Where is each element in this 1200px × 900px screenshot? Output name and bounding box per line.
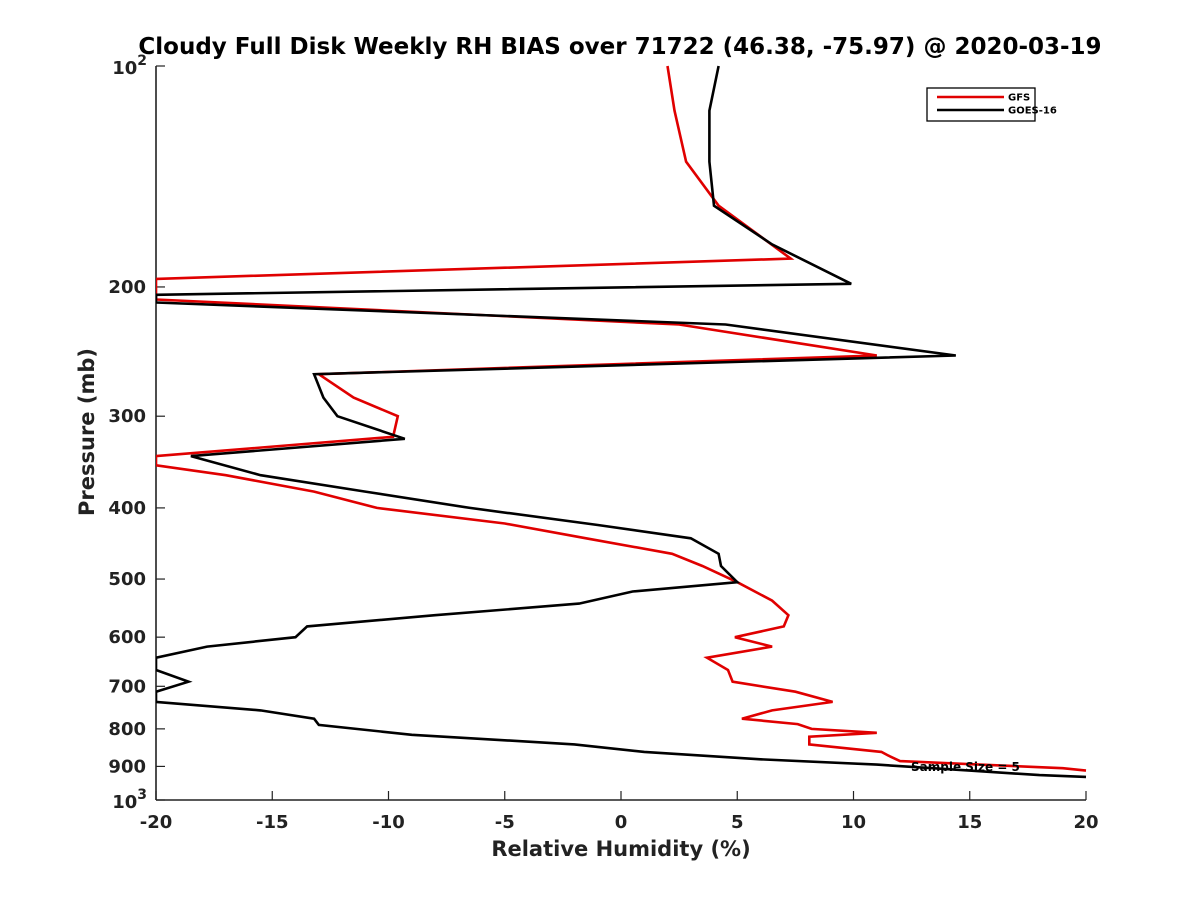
series-line-goes-16 [156,65,1087,779]
legend-box [926,87,1036,122]
y-tick-label: 900 [108,756,146,777]
y-axis: 200 300 400 500 600 700 800 900 102 103 [108,53,165,813]
legend-label: GFS [1008,93,1030,104]
legend: GFS GOES-16 [926,87,1057,122]
y-tick-label: 600 [108,627,146,648]
x-axis-label: Relative Humidity (%) [491,837,750,861]
x-tick-label: 20 [1073,812,1098,833]
y-tick-label: 200 [108,277,146,298]
x-tick-label: 0 [615,812,628,833]
y-tick-label: 300 [108,406,146,427]
y-tick-label: 500 [108,569,146,590]
y-end-label: 102 [112,53,147,79]
y-end-label: 103 [112,787,147,813]
y-tick-label: 700 [108,676,146,697]
x-tick-label: -5 [495,812,515,833]
x-axis: -20 -15 -10 -5 0 5 10 15 20 [140,791,1099,833]
x-tick-label: -15 [256,812,289,833]
y-tick-label: 400 [108,498,146,519]
chart-title: Cloudy Full Disk Weekly RH BIAS over 717… [138,34,1101,60]
x-tick-label: 15 [957,812,982,833]
series-layer [156,65,1087,779]
x-tick-label: -20 [140,812,173,833]
x-tick-label: 5 [731,812,744,833]
legend-label: GOES-16 [1008,106,1057,117]
sample-size-annotation: Sample Size = 5 [911,760,1020,774]
plot-area [155,66,1086,801]
x-tick-label: -10 [372,812,405,833]
y-axis-label: Pressure (mb) [75,348,99,516]
y-tick-label: 800 [108,719,146,740]
series-line-gfs [156,65,1087,772]
x-tick-label: 10 [841,812,866,833]
